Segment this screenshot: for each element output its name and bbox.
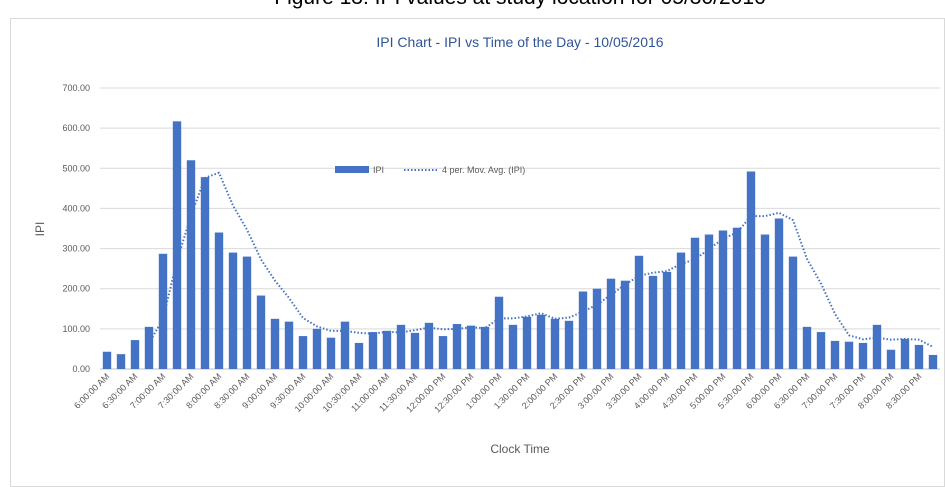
bar bbox=[298, 336, 308, 369]
bar bbox=[438, 336, 448, 369]
bar bbox=[242, 256, 252, 369]
y-tick-label: 0.00 bbox=[72, 364, 90, 374]
bar bbox=[690, 237, 700, 369]
bar bbox=[774, 218, 784, 369]
bar bbox=[256, 295, 266, 369]
bar bbox=[914, 344, 924, 369]
bar bbox=[746, 171, 756, 369]
bar bbox=[326, 337, 336, 369]
bar bbox=[788, 256, 798, 369]
bar bbox=[396, 324, 406, 369]
caption: Figure 13: IPI values at study location … bbox=[274, 0, 765, 9]
bar bbox=[494, 296, 504, 369]
bar bbox=[368, 332, 378, 369]
bar bbox=[704, 234, 714, 369]
bar bbox=[270, 318, 280, 369]
bar bbox=[718, 230, 728, 369]
moving-average-line bbox=[148, 171, 934, 348]
bar bbox=[844, 341, 854, 369]
bar bbox=[424, 322, 434, 369]
bar bbox=[662, 271, 672, 369]
bar bbox=[522, 316, 532, 369]
bar bbox=[172, 121, 182, 369]
bar bbox=[760, 234, 770, 369]
bar bbox=[200, 177, 210, 369]
y-tick-label: 200.00 bbox=[62, 284, 90, 294]
bar bbox=[536, 314, 546, 369]
bar bbox=[550, 318, 560, 369]
bar bbox=[116, 354, 126, 369]
legend-label: 4 per. Mov. Avg. (IPI) bbox=[442, 165, 525, 175]
bar bbox=[410, 332, 420, 369]
chart-title: IPI Chart - IPI vs Time of the Day - 10/… bbox=[376, 34, 663, 50]
bar bbox=[592, 288, 602, 369]
bar bbox=[284, 321, 294, 369]
bar bbox=[606, 278, 616, 369]
bar bbox=[830, 340, 840, 369]
y-tick-label: 300.00 bbox=[62, 244, 90, 254]
bar bbox=[480, 326, 490, 369]
bar bbox=[228, 252, 238, 369]
bar bbox=[802, 326, 812, 369]
bar bbox=[872, 324, 882, 369]
bar bbox=[354, 342, 364, 369]
bar bbox=[382, 330, 392, 369]
bar bbox=[214, 232, 224, 369]
bar bbox=[452, 324, 462, 369]
bar bbox=[858, 342, 868, 369]
legend-swatch bbox=[335, 166, 369, 173]
y-tick-label: 100.00 bbox=[62, 324, 90, 334]
x-axis-title: Clock Time bbox=[490, 442, 550, 456]
bar bbox=[564, 320, 574, 369]
bar bbox=[620, 280, 630, 369]
y-tick-label: 400.00 bbox=[62, 203, 90, 213]
bar bbox=[340, 321, 350, 369]
legend-label: IPI bbox=[373, 165, 384, 175]
y-tick-label: 600.00 bbox=[62, 123, 90, 133]
bar bbox=[928, 354, 938, 369]
y-tick-label: 500.00 bbox=[62, 163, 90, 173]
bar bbox=[886, 349, 896, 369]
bar bbox=[578, 291, 588, 369]
bar bbox=[186, 160, 196, 369]
bar bbox=[312, 328, 322, 369]
bar bbox=[900, 338, 910, 369]
bar bbox=[648, 275, 658, 369]
bar bbox=[158, 253, 168, 369]
y-tick-label: 700.00 bbox=[62, 83, 90, 93]
bar bbox=[466, 325, 476, 369]
bar bbox=[130, 340, 140, 369]
bar bbox=[634, 255, 644, 369]
bar bbox=[732, 227, 742, 369]
y-axis-title: IPI bbox=[33, 222, 47, 237]
bar bbox=[144, 326, 154, 369]
bar bbox=[816, 332, 826, 369]
bar bbox=[676, 252, 686, 369]
bar bbox=[102, 351, 112, 369]
bar bbox=[508, 324, 518, 369]
